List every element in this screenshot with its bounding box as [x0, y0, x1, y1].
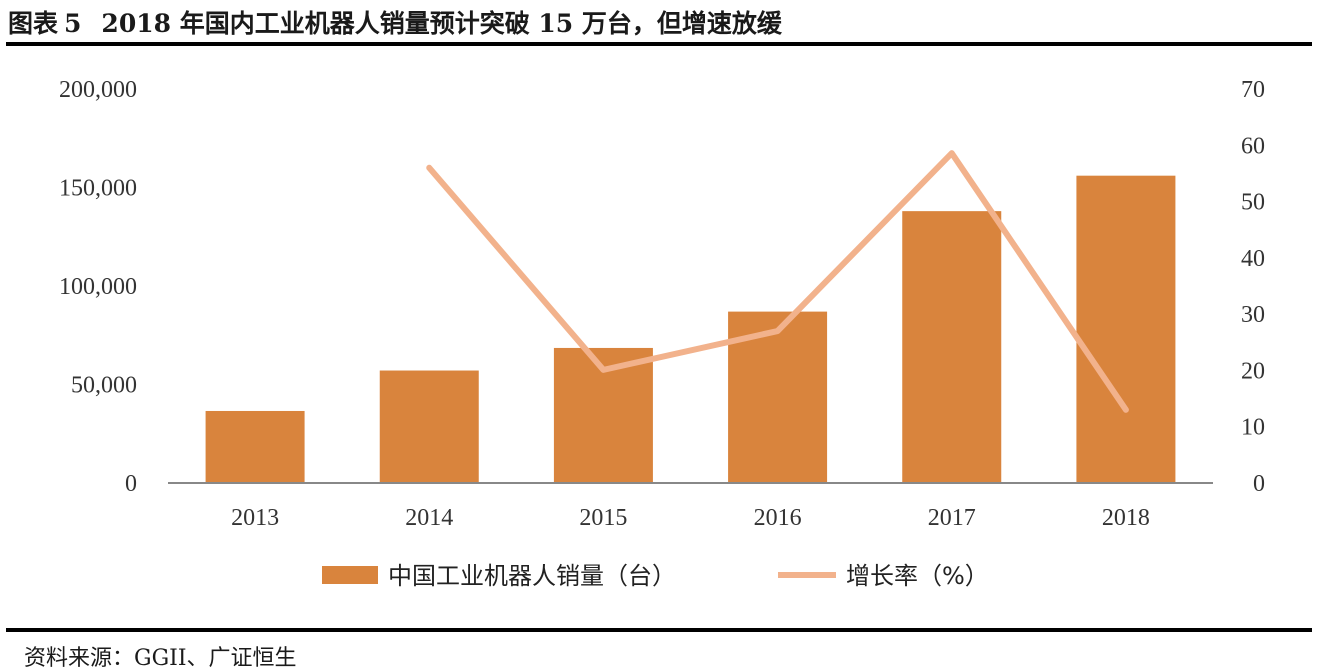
- bottom-rule: [6, 628, 1312, 632]
- right-tick-label: 40: [1241, 246, 1265, 272]
- x-tick-label: 2018: [1102, 505, 1150, 531]
- left-tick-label: 50,000: [71, 373, 137, 399]
- bar-series: [205, 175, 1176, 483]
- right-tick-label: 30: [1241, 302, 1265, 328]
- x-tick-label: 2017: [928, 505, 976, 531]
- right-tick-label: 60: [1241, 133, 1265, 159]
- left-tick-label: 0: [125, 471, 137, 497]
- right-tick-label: 20: [1241, 358, 1265, 384]
- right-tick-label: 70: [1241, 77, 1265, 103]
- right-tick-label: 50: [1241, 190, 1265, 216]
- legend-line-label: 增长率（%）: [846, 562, 989, 590]
- x-tick-label: 2016: [754, 505, 802, 531]
- bar: [379, 370, 479, 483]
- right-axis-ticks: 0 10 20 30 40 50 60 70: [1241, 77, 1265, 497]
- legend-bar-label: 中国工业机器人销量（台）: [388, 562, 676, 590]
- figure-title: 图表 5 2018 年国内工业机器人销量预计突破 15 万台，但增速放缓: [8, 4, 782, 40]
- x-tick-label: 2015: [579, 505, 627, 531]
- left-tick-label: 100,000: [59, 274, 137, 300]
- figure-number: 5: [64, 9, 82, 38]
- figure-title-text: 2018 年国内工业机器人销量预计突破 15 万台，但增速放缓: [101, 9, 782, 38]
- chart: 0 50,000 100,000 150,000 200,000 0 10 20 30 40 50…: [59, 77, 1265, 590]
- right-tick-label: 0: [1253, 471, 1265, 497]
- left-tick-label: 200,000: [59, 77, 137, 103]
- x-tick-label: 2014: [405, 505, 453, 531]
- growth-rate-line: [426, 150, 1129, 413]
- legend-bar-swatch: [322, 566, 378, 584]
- top-rule: [6, 42, 1312, 46]
- right-tick-label: 10: [1241, 415, 1265, 441]
- x-tick-label: 2013: [231, 505, 279, 531]
- bar: [902, 211, 1002, 483]
- left-axis-ticks: 0 50,000 100,000 150,000 200,000: [59, 77, 137, 497]
- legend: 中国工业机器人销量（台） 增长率（%）: [322, 562, 989, 590]
- figure-label: 图表: [8, 9, 59, 38]
- x-axis-ticks: 2013 2014 2015 2016 2017 2018: [231, 505, 1150, 531]
- source-note: 资料来源：GGII、广证恒生: [24, 646, 297, 671]
- left-tick-label: 150,000: [59, 176, 137, 202]
- bar: [1076, 175, 1176, 483]
- bar: [205, 410, 305, 483]
